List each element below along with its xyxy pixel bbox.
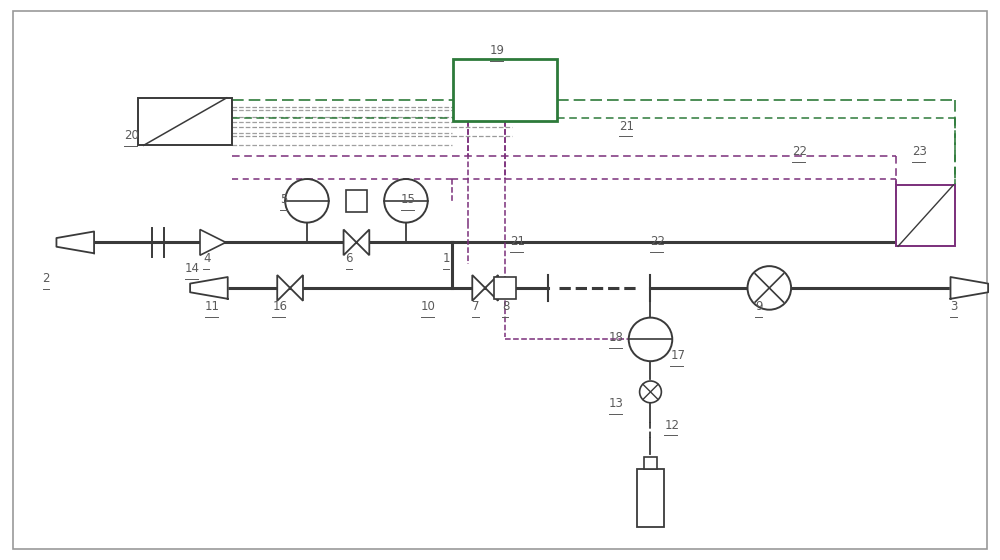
Bar: [138, 98, 232, 146]
Polygon shape: [472, 275, 498, 301]
Text: 11: 11: [205, 300, 220, 312]
Polygon shape: [344, 230, 369, 255]
Circle shape: [629, 318, 672, 361]
Polygon shape: [950, 277, 988, 299]
Circle shape: [285, 179, 329, 222]
Text: 20: 20: [124, 129, 139, 142]
Text: 5: 5: [280, 193, 288, 206]
Bar: [453, 59, 557, 120]
Circle shape: [748, 266, 791, 310]
Text: 15: 15: [401, 193, 416, 206]
Text: 2: 2: [43, 272, 50, 285]
Text: 6: 6: [346, 252, 353, 265]
Text: 13: 13: [609, 396, 624, 410]
Circle shape: [384, 179, 428, 222]
Text: 3: 3: [950, 300, 958, 312]
Text: 16: 16: [272, 300, 287, 312]
Polygon shape: [56, 231, 94, 253]
Text: 21: 21: [510, 235, 525, 248]
Text: 21: 21: [619, 119, 634, 133]
Text: 14: 14: [185, 262, 200, 275]
Text: 8: 8: [502, 300, 509, 312]
Text: 17: 17: [670, 349, 685, 362]
Text: 7: 7: [472, 300, 480, 312]
Text: 1: 1: [443, 252, 450, 265]
Text: 19: 19: [490, 44, 505, 57]
Bar: [494, 277, 516, 299]
Text: 10: 10: [421, 300, 436, 312]
Bar: [346, 190, 367, 212]
Text: 12: 12: [664, 418, 679, 432]
Bar: [637, 469, 664, 526]
Bar: [896, 185, 955, 246]
Text: 22: 22: [792, 145, 807, 158]
Text: 22: 22: [650, 235, 665, 248]
Bar: [644, 457, 657, 469]
Polygon shape: [190, 277, 228, 299]
Polygon shape: [277, 275, 303, 301]
Text: 4: 4: [203, 252, 210, 265]
Text: 18: 18: [609, 332, 624, 344]
Text: 9: 9: [755, 300, 763, 312]
Circle shape: [640, 381, 661, 403]
Polygon shape: [200, 230, 226, 255]
Text: 23: 23: [912, 145, 927, 158]
